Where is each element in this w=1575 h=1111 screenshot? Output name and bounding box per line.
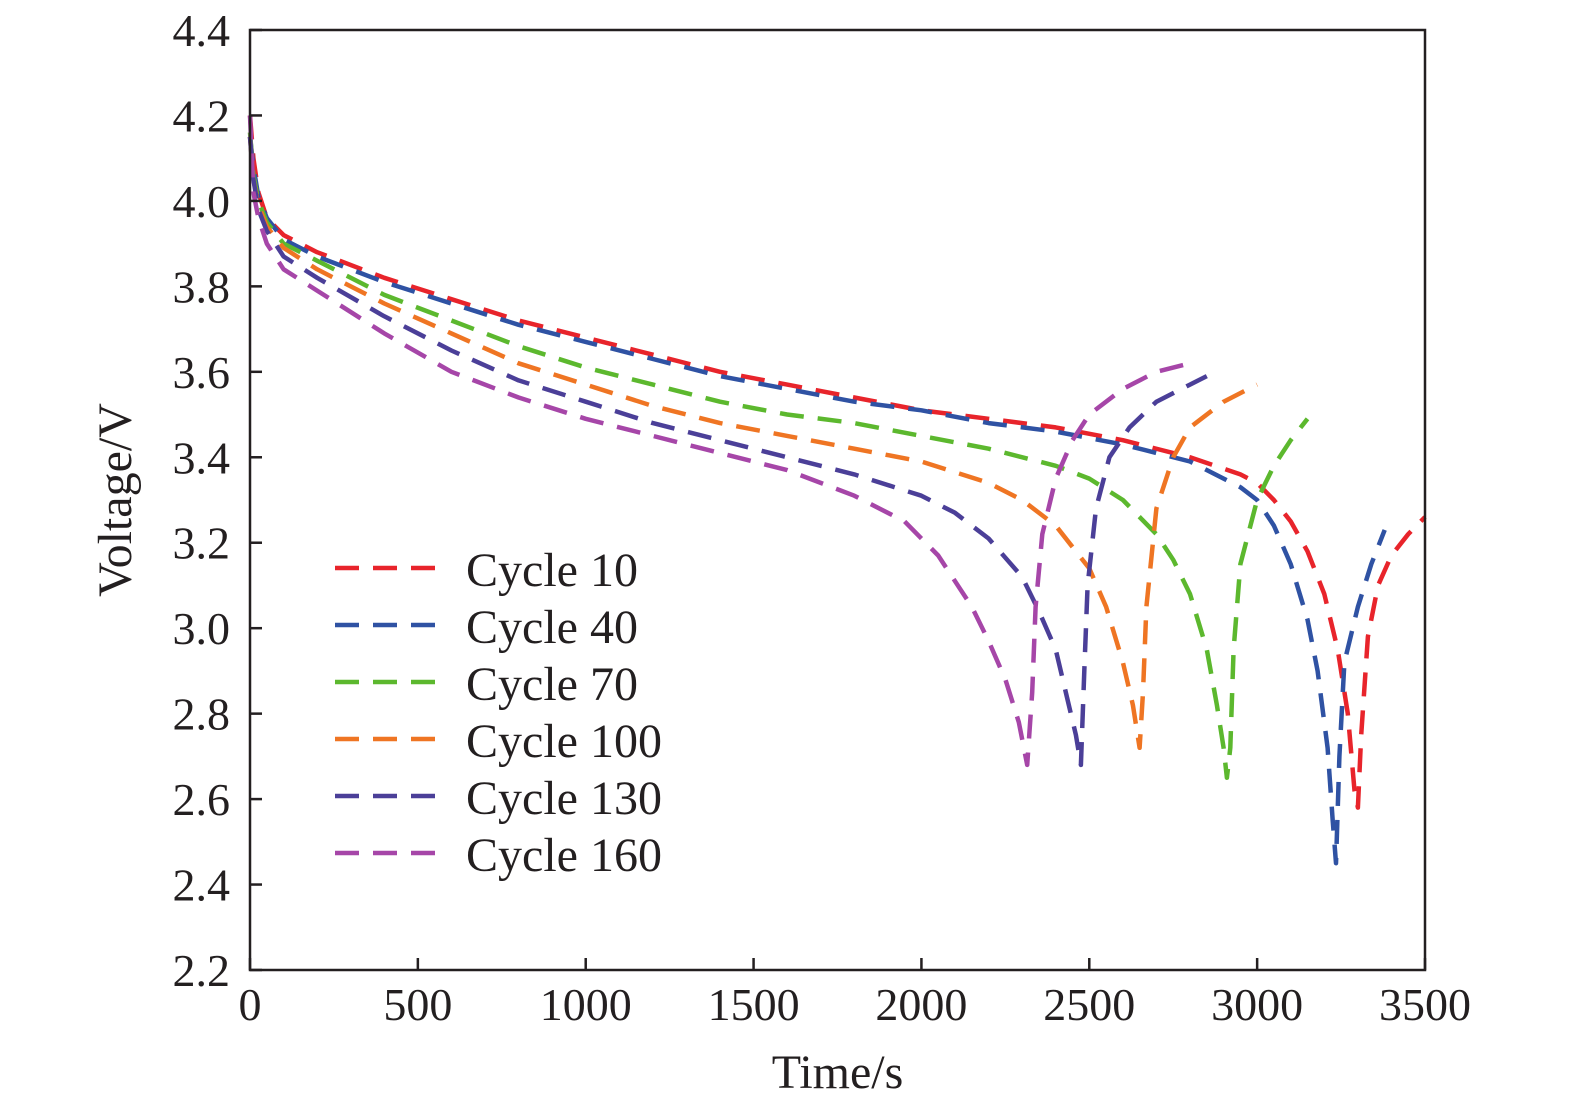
- legend-label: Cycle 130: [466, 772, 662, 825]
- y-tick-label: 3.0: [173, 603, 231, 654]
- legend-label: Cycle 40: [466, 601, 638, 654]
- y-tick-label: 2.2: [173, 945, 231, 996]
- y-tick-label: 4.0: [173, 176, 231, 227]
- y-tick-label: 2.8: [173, 689, 231, 740]
- series-line-1: [247, 115, 1427, 810]
- legend-label: Cycle 100: [466, 715, 662, 768]
- legend-label: Cycle 160: [466, 829, 662, 882]
- plot-lines: [247, 115, 1427, 866]
- y-tick-label: 3.4: [173, 432, 231, 483]
- y-tick-label: 3.6: [173, 347, 231, 398]
- series-line-2: [247, 136, 1387, 866]
- y-tick-label: 4.2: [173, 90, 231, 141]
- series-line-5: [247, 136, 1208, 768]
- y-tick-label: 2.6: [173, 774, 231, 825]
- x-tick-label: 3000: [1211, 979, 1303, 1030]
- x-tick-label: 2000: [875, 979, 967, 1030]
- x-axis: 0 500 1000 1500 2000 2500 3000 3500: [239, 958, 1471, 1030]
- y-tick-label: 3.2: [173, 518, 231, 569]
- x-tick-label: 1000: [540, 979, 632, 1030]
- plot-frame: [248, 28, 1427, 972]
- y-axis-title: Voltage/V: [89, 403, 142, 597]
- legend-label: Cycle 70: [466, 658, 638, 711]
- legend-label: Cycle 10: [466, 544, 638, 597]
- x-tick-label: 2500: [1043, 979, 1135, 1030]
- x-tick-label: 3500: [1379, 979, 1471, 1030]
- series-line-4: [247, 136, 1259, 751]
- series-line-3: [247, 132, 1310, 780]
- series-line-6: [247, 115, 1191, 768]
- x-tick-label: 1500: [708, 979, 800, 1030]
- y-tick-label: 3.8: [173, 261, 231, 312]
- y-tick-label: 4.4: [173, 5, 231, 56]
- x-axis-title: Time/s: [772, 1046, 904, 1099]
- y-tick-label: 2.4: [173, 860, 231, 911]
- y-axis: 2.2 2.4 2.6 2.8 3.0 3.2 3.4 3.6 3.8 4.0 4.2 4.4: [173, 5, 262, 996]
- x-tick-label: 0: [239, 979, 262, 1030]
- x-tick-label: 500: [383, 979, 452, 1030]
